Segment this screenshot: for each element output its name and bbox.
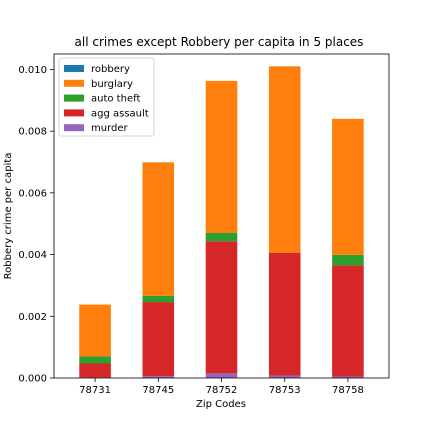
legend-label-auto-theft: auto theft — [91, 94, 140, 105]
legend-label-robbery: robbery — [91, 64, 130, 75]
legend-swatch-robbery — [64, 65, 84, 72]
bar-agg-assault-78753 — [268, 252, 301, 376]
y-axis-title: Robbery crime per capita — [3, 153, 14, 280]
chart-title: all crimes except Robbery per capita in … — [75, 35, 364, 49]
x-tick-label: 78745 — [142, 385, 174, 396]
bar-burglary-78745 — [142, 162, 175, 296]
x-axis-title: Zip Codes — [196, 399, 246, 410]
legend-swatch-murder — [64, 124, 84, 132]
bar-burglary-78753 — [268, 66, 301, 253]
y-tick-label: 0.006 — [18, 188, 47, 199]
bar-agg-assault-78752 — [205, 241, 238, 374]
bar-agg-assault-78758 — [332, 265, 364, 377]
bar-auto-theft-78758 — [332, 254, 364, 266]
bar-burglary-78752 — [205, 80, 238, 233]
bar-murder-78752 — [205, 373, 238, 378]
legend-box — [58, 57, 155, 137]
legend-swatch-auto-theft — [64, 94, 84, 102]
x-tick-label: 78758 — [332, 385, 364, 396]
x-tick-label: 78753 — [269, 385, 301, 396]
bar-agg-assault-78731 — [79, 363, 111, 378]
bars-group — [79, 66, 364, 378]
legend-label-burglary: burglary — [91, 79, 133, 90]
x-axis-ticks: 78731 78745 78752 78753 78758 — [79, 378, 364, 396]
y-tick-label: 0.000 — [18, 374, 47, 385]
bar-burglary-78731 — [79, 304, 111, 357]
y-tick-label: 0.010 — [18, 65, 47, 76]
bar-auto-theft-78752 — [205, 232, 238, 242]
bar-agg-assault-78745 — [142, 302, 175, 377]
y-tick-label: 0.004 — [18, 250, 47, 261]
bar-auto-theft-78745 — [142, 295, 175, 303]
bar-burglary-78758 — [332, 118, 364, 255]
legend-swatch-burglary — [64, 79, 84, 87]
legend-label-murder: murder — [91, 123, 129, 134]
legend-label-agg-assault: agg assault — [91, 108, 149, 119]
bar-auto-theft-78731 — [79, 356, 111, 364]
y-tick-label: 0.008 — [18, 127, 47, 138]
legend-swatch-agg-assault — [64, 109, 84, 117]
bar-murder-78745 — [142, 376, 175, 378]
y-axis-ticks: 0.000 0.002 0.004 0.006 0.008 0.010 — [18, 65, 54, 385]
bar-murder-78758 — [332, 376, 364, 378]
legend: robbery burglary auto theft agg assault murd… — [58, 57, 155, 137]
x-tick-label: 78752 — [206, 385, 238, 396]
y-tick-label: 0.002 — [18, 312, 47, 323]
x-tick-label: 78731 — [79, 385, 111, 396]
bar-murder-78753 — [268, 375, 301, 378]
